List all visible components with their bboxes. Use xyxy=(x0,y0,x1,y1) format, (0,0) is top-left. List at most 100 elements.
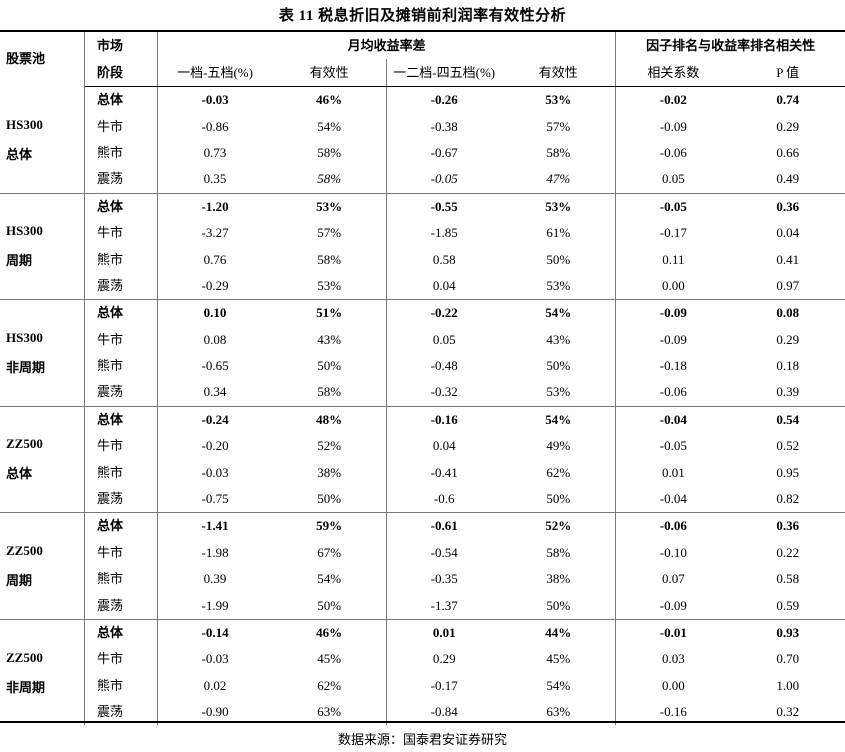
table-row: 熊市 0.39 54% -0.35 38% 0.07 0.58 xyxy=(0,566,845,593)
cell-p-value: 0.74 xyxy=(776,92,800,108)
pool-name: HS300 xyxy=(6,223,43,239)
market-phase: 震荡 xyxy=(84,698,158,726)
cell-corr-coef: -0.09 xyxy=(659,118,687,134)
cell-diff-12-45: -0.17 xyxy=(430,677,458,693)
cell-effectiveness-2: 58% xyxy=(501,539,617,567)
cell-p-value: 0.66 xyxy=(776,144,800,160)
header-col5: 相关系数 xyxy=(615,59,731,87)
cell-p-value: 0.39 xyxy=(776,384,800,400)
cell-diff-1-5: 0.73 xyxy=(203,144,227,160)
cell-diff-1-5: 0.02 xyxy=(203,677,227,693)
market-phase: 总体 xyxy=(84,299,158,327)
cell-effectiveness-1: 46% xyxy=(272,86,388,114)
cell-diff-12-45: -0.54 xyxy=(430,544,458,560)
cell-corr-coef: -0.05 xyxy=(615,192,731,220)
market-phase: 震荡 xyxy=(84,592,158,620)
cell-effectiveness-1: 50% xyxy=(272,485,388,513)
cell-effectiveness-1: 58% xyxy=(272,139,388,167)
cell-p-value: 0.70 xyxy=(776,651,800,667)
cell-corr-coef: 0.00 xyxy=(661,677,685,693)
header-group-corr: 因子排名与收益率排名相关性 xyxy=(646,37,816,53)
cell-diff-1-5: -0.75 xyxy=(201,491,229,507)
market-phase: 熊市 xyxy=(84,246,158,273)
market-phase: 熊市 xyxy=(84,459,158,486)
market-phase: 熊市 xyxy=(84,566,158,593)
pool-name: HS300 xyxy=(6,116,43,132)
cell-effectiveness-2: 63% xyxy=(501,698,617,726)
cell-p-value: 0.36 xyxy=(730,512,845,540)
cell-p-value: 0.29 xyxy=(776,331,800,347)
cell-effectiveness-1: 48% xyxy=(272,405,388,434)
cell-corr-coef: -0.10 xyxy=(659,544,687,560)
top-rule xyxy=(0,30,845,32)
table-row: 震荡 -0.29 53% 0.04 53% 0.00 0.97 xyxy=(0,272,845,300)
cell-effectiveness-2: 53% xyxy=(501,379,617,407)
cell-effectiveness-1: 54% xyxy=(272,566,388,593)
market-phase: 总体 xyxy=(84,86,158,114)
header-pool: 股票池 xyxy=(0,32,85,87)
cell-diff-1-5: -0.65 xyxy=(201,358,229,374)
cell-corr-coef: -0.17 xyxy=(659,225,687,241)
cell-diff-12-45: 0.29 xyxy=(432,651,456,667)
cell-p-value: 1.00 xyxy=(776,677,800,693)
cell-diff-12-45: -0.32 xyxy=(430,384,458,400)
market-phase: 总体 xyxy=(84,192,158,220)
cell-p-value: 0.32 xyxy=(776,704,800,720)
pool-label: HS300 非周期 xyxy=(0,299,85,407)
cell-diff-1-5: -0.03 xyxy=(201,651,229,667)
header-col6: P 值 xyxy=(730,59,845,87)
cell-diff-12-45: 0.04 xyxy=(432,438,456,454)
table-row: 震荡 -0.75 50% -0.6 50% -0.04 0.82 xyxy=(0,485,845,513)
cell-effectiveness-1: 54% xyxy=(272,113,388,140)
cell-diff-12-45: -0.61 xyxy=(386,512,502,540)
market-phase: 牛市 xyxy=(84,219,158,247)
table-row: HS300 总体 总体 -0.03 46% -0.26 53% -0.02 0.74 xyxy=(0,86,845,194)
cell-effectiveness-1: 50% xyxy=(272,352,388,380)
cell-diff-12-45: -0.05 xyxy=(430,171,458,187)
cell-effectiveness-2: 53% xyxy=(501,272,617,300)
cell-diff-12-45: 0.01 xyxy=(386,618,502,647)
cell-corr-coef: -0.02 xyxy=(659,92,687,108)
cell-corr-coef: 0.01 xyxy=(661,464,685,480)
header-col3: 一二档-四五档(%) xyxy=(386,59,502,87)
cell-corr-coef: 0.05 xyxy=(661,171,685,187)
cell-corr-coef: -0.05 xyxy=(659,438,687,454)
cell-corr-coef: -0.09 xyxy=(659,331,687,347)
market-phase: 熊市 xyxy=(84,352,158,380)
pool-name: ZZ500 xyxy=(6,436,43,452)
cell-effectiveness-1: 51% xyxy=(272,299,388,327)
market-phase: 熊市 xyxy=(84,672,158,699)
pool-type: 非周期 xyxy=(6,359,46,375)
cell-diff-1-5: -0.29 xyxy=(201,277,229,293)
bottom-rule xyxy=(0,721,845,723)
cell-corr-coef: -0.16 xyxy=(659,704,687,720)
cell-effectiveness-2: 53% xyxy=(501,192,617,220)
cell-effectiveness-2: 45% xyxy=(501,646,617,673)
table-row: HS300 周期 总体 -1.20 53% -0.55 53% -0.05 0.36 xyxy=(0,192,845,300)
pool-label: HS300 周期 xyxy=(0,192,85,300)
cell-corr-coef: 0.07 xyxy=(661,571,685,587)
table-title: 表 11 税息折旧及摊销前利润率有效性分析 xyxy=(278,8,567,24)
cell-effectiveness-2: 57% xyxy=(501,113,617,140)
cell-p-value: 0.58 xyxy=(776,571,800,587)
cell-p-value: 0.54 xyxy=(730,405,845,434)
table-row: 熊市 0.02 62% -0.17 54% 0.00 1.00 xyxy=(0,672,845,699)
cell-effectiveness-1: 59% xyxy=(272,512,388,540)
cell-effectiveness-1: 53% xyxy=(272,272,388,300)
market-phase: 牛市 xyxy=(84,646,158,673)
cell-effectiveness-1: 53% xyxy=(272,192,388,220)
cell-p-value: 0.95 xyxy=(776,464,800,480)
cell-diff-12-45: -0.35 xyxy=(430,571,458,587)
table-row: 熊市 -0.65 50% -0.48 50% -0.18 0.18 xyxy=(0,352,845,380)
pool-type: 非周期 xyxy=(6,679,46,695)
header-row-2: 阶段 一档-五档(%) 有效性 一二档-四五档(%) 有效性 相关系数 P 值 xyxy=(0,59,845,87)
pool-label: ZZ500 周期 xyxy=(0,512,85,620)
market-phase: 总体 xyxy=(84,512,158,540)
cell-corr-coef: 0.03 xyxy=(661,651,685,667)
cell-diff-1-5: 0.76 xyxy=(203,251,227,267)
cell-effectiveness-2: 50% xyxy=(501,246,617,273)
cell-diff-12-45: -0.41 xyxy=(430,464,458,480)
cell-diff-12-45: -0.84 xyxy=(430,704,458,720)
table-row: 牛市 -0.20 52% 0.04 49% -0.05 0.52 xyxy=(0,433,845,460)
cell-diff-12-45: -1.37 xyxy=(430,597,458,613)
